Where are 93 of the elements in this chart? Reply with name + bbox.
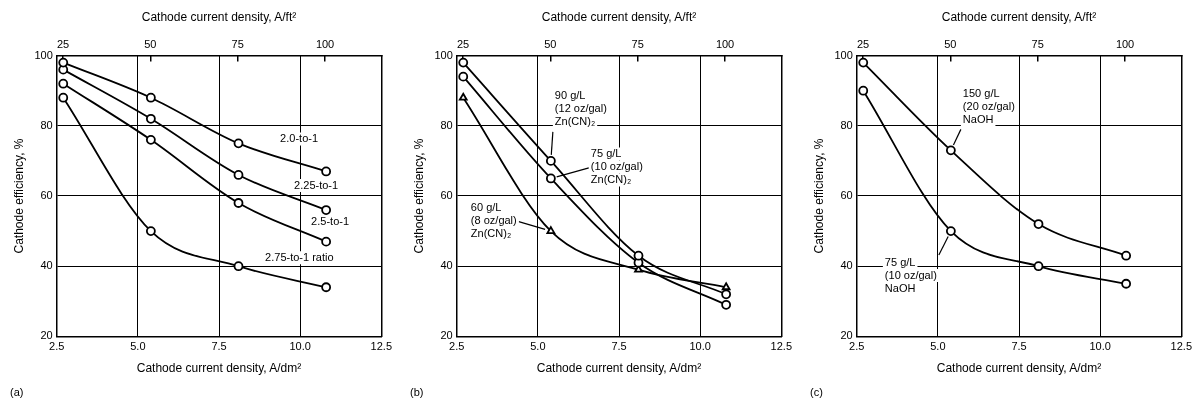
point bbox=[1121, 250, 1132, 261]
x-tick-label: 7.5 bbox=[211, 340, 227, 353]
text: 90 g/L (12 oz/gal) Zn(CN)₂ bbox=[554, 89, 607, 128]
point bbox=[721, 282, 731, 291]
x2-tick-label: 75 bbox=[631, 38, 644, 51]
x2-tick-label: 25 bbox=[856, 38, 870, 51]
x-tick-label: 5.0 bbox=[930, 340, 946, 353]
point bbox=[458, 71, 469, 82]
y-tick-label: 60 bbox=[840, 189, 853, 202]
y-tick-label: 100 bbox=[34, 48, 53, 61]
point bbox=[1121, 278, 1132, 289]
x2-tick-label: 50 bbox=[544, 38, 557, 51]
point bbox=[1033, 219, 1044, 229]
point bbox=[721, 299, 732, 310]
y-tick-label: 100 bbox=[434, 48, 453, 61]
y-tick-label: 60 bbox=[440, 189, 453, 202]
x-tick-label: 2.5 bbox=[849, 340, 865, 353]
text: 150 g/L (20 oz/gal) NaOH bbox=[962, 86, 1015, 125]
x2-tick-label: 100 bbox=[315, 38, 335, 51]
x-tick-label: 10.0 bbox=[289, 340, 311, 353]
x2-tick-label: 100 bbox=[715, 38, 735, 51]
x-tick-label: 2.5 bbox=[49, 340, 65, 353]
y-tick-label: 60 bbox=[40, 189, 53, 202]
series-label: 2.75-to-1 ratio bbox=[265, 250, 334, 263]
y-tick-label: 80 bbox=[440, 118, 453, 131]
text: (b) bbox=[410, 386, 424, 398]
point bbox=[58, 92, 69, 103]
point bbox=[233, 198, 244, 208]
point bbox=[321, 205, 332, 215]
point bbox=[58, 78, 69, 89]
x-axis-title: Cathode current density, A/dm² bbox=[936, 361, 1102, 376]
legend-label: 75 g/L (10 oz/gal) Zn(CN)₂ bbox=[590, 146, 643, 185]
point bbox=[545, 173, 556, 184]
point bbox=[233, 170, 244, 180]
point bbox=[633, 250, 644, 261]
x-tick-label: 10.0 bbox=[1089, 340, 1111, 353]
point bbox=[545, 156, 556, 166]
text: (a) bbox=[10, 386, 24, 398]
y-tick-label: 40 bbox=[440, 259, 453, 272]
x-tick-label: 12.5 bbox=[370, 340, 393, 353]
point bbox=[321, 282, 332, 293]
point bbox=[945, 145, 956, 156]
point bbox=[321, 236, 332, 247]
x2-axis-title: Cathode current density, A/ft² bbox=[541, 9, 697, 24]
y-tick-label: 100 bbox=[834, 48, 853, 61]
series-label: 60 g/L (8 oz/gal) Zn(CN)₂ bbox=[470, 200, 517, 239]
x2-tick-label: 50 bbox=[944, 38, 957, 51]
x-tick-label: 7.5 bbox=[611, 340, 627, 353]
y-tick-label: 80 bbox=[840, 118, 853, 131]
point bbox=[145, 134, 156, 145]
x-tick-label: 5.0 bbox=[530, 340, 546, 353]
x-tick-label: 12.5 bbox=[1170, 340, 1193, 353]
series-label: 2.25-to-1 bbox=[294, 178, 339, 191]
point bbox=[321, 166, 332, 177]
x-tick-label: 5.0 bbox=[130, 340, 146, 353]
y-tick-label: 20 bbox=[440, 329, 453, 342]
y-tick-label: 80 bbox=[40, 118, 53, 131]
x2-tick-label: 100 bbox=[1115, 38, 1135, 51]
point bbox=[233, 138, 244, 149]
point bbox=[145, 92, 156, 103]
x-tick-label: 2.5 bbox=[449, 340, 465, 353]
point bbox=[945, 226, 956, 236]
x2-tick-label: 50 bbox=[144, 38, 157, 51]
x-axis-title: Cathode current density, A/dm² bbox=[136, 361, 302, 376]
legend-label: 75 g/L (10 oz/gal) NaOH bbox=[884, 255, 937, 294]
x-tick-label: 7.5 bbox=[1011, 340, 1027, 353]
point bbox=[721, 289, 732, 300]
x2-tick-label: 25 bbox=[456, 38, 470, 51]
y-axis-title: Cathode efficiency, % bbox=[811, 138, 826, 254]
y-axis-title: Cathode efficiency, % bbox=[411, 138, 426, 254]
point bbox=[546, 226, 556, 234]
x-tick-label: 12.5 bbox=[770, 340, 793, 353]
y-tick-label: 40 bbox=[840, 259, 853, 272]
y-tick-label: 40 bbox=[40, 259, 53, 272]
point bbox=[1033, 261, 1044, 272]
point bbox=[858, 85, 869, 96]
x2-tick-label: 75 bbox=[231, 38, 244, 51]
y-tick-label: 20 bbox=[40, 329, 53, 342]
x2-tick-label: 25 bbox=[56, 38, 70, 51]
x2-tick-label: 75 bbox=[1031, 38, 1044, 51]
text: (c) bbox=[810, 386, 823, 398]
x-tick-label: 10.0 bbox=[689, 340, 711, 353]
x-axis-title: Cathode current density, A/dm² bbox=[536, 361, 702, 376]
y-tick-label: 20 bbox=[840, 329, 853, 342]
y-axis-title: Cathode efficiency, % bbox=[11, 138, 26, 254]
point bbox=[458, 92, 468, 101]
point bbox=[145, 226, 156, 236]
series-label: 2.5-to-1 bbox=[311, 215, 350, 228]
point bbox=[233, 261, 244, 272]
series-label: 2.0-to-1 bbox=[280, 131, 319, 144]
point bbox=[145, 113, 156, 124]
x2-axis-title: Cathode current density, A/ft² bbox=[141, 9, 297, 24]
x2-axis-title: Cathode current density, A/ft² bbox=[941, 9, 1097, 24]
